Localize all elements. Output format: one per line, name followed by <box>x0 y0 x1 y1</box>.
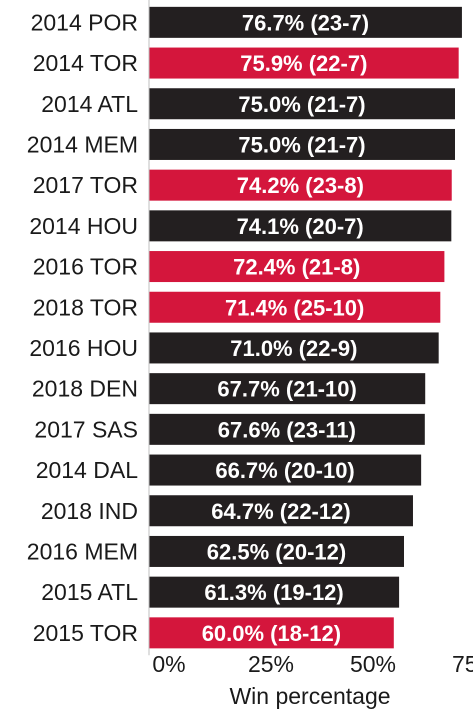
bar <box>149 210 452 242</box>
category-label: 2016 HOU <box>29 335 138 361</box>
bar-data-labels: 76.7% (23-7) 75.9% (22-7) 75.0% (21-7) 75.0… <box>202 10 369 646</box>
bar <box>149 47 459 79</box>
bar-data-label: 75.0% (21-7) <box>238 92 365 117</box>
x-axis-ticks: 0% 25% 50% 75% <box>152 651 473 677</box>
bar <box>149 617 394 649</box>
category-labels: 2014 POR 2014 TOR 2014 ATL 2014 MEM 2017 TOR… <box>27 9 139 646</box>
bar <box>149 251 445 283</box>
category-label: 2018 TOR <box>33 294 138 320</box>
bar <box>149 495 413 527</box>
category-label: 2017 SAS <box>34 416 138 442</box>
bar <box>149 128 455 160</box>
bar <box>149 413 425 445</box>
category-label: 2016 TOR <box>33 254 138 280</box>
bar <box>149 6 462 38</box>
x-tick-label: 0% <box>152 651 185 677</box>
bar-data-label: 72.4% (21-8) <box>233 255 360 280</box>
x-tick-label: 50% <box>350 651 396 677</box>
category-label: 2014 POR <box>31 9 138 35</box>
bar-data-label: 75.9% (22-7) <box>240 51 367 76</box>
bar-data-label: 71.4% (25-10) <box>225 295 364 320</box>
category-label: 2016 MEM <box>27 538 138 564</box>
category-label: 2015 ATL <box>41 579 138 605</box>
bar-data-label: 67.6% (23-11) <box>218 417 356 442</box>
bar <box>149 169 452 201</box>
bar <box>149 291 441 323</box>
bar-data-label: 62.5% (20-12) <box>207 539 346 564</box>
bar <box>149 535 404 567</box>
x-axis-title: Win percentage <box>229 683 390 709</box>
bar-data-label: 64.7% (22-12) <box>211 499 350 524</box>
category-label: 2014 TOR <box>33 50 138 76</box>
bar-data-label: 60.0% (18-12) <box>202 621 341 646</box>
x-tick-label: 25% <box>248 651 294 677</box>
category-label: 2018 DEN <box>32 376 138 402</box>
category-label: 2018 IND <box>41 498 138 524</box>
bar-data-label: 74.2% (23-8) <box>237 173 364 198</box>
bar-data-label: 76.7% (23-7) <box>242 10 369 35</box>
bars <box>149 6 462 649</box>
category-label: 2014 DAL <box>36 457 139 483</box>
bar <box>149 88 455 120</box>
category-label: 2014 MEM <box>27 131 138 157</box>
bar-data-label: 75.0% (21-7) <box>238 132 365 157</box>
category-label: 2015 TOR <box>33 620 138 646</box>
bar <box>149 373 426 405</box>
bar-data-label: 74.1% (20-7) <box>237 214 364 239</box>
category-label: 2014 ATL <box>41 91 138 117</box>
category-label: 2017 TOR <box>33 172 138 198</box>
x-tick-label: 75% <box>452 651 473 677</box>
bar-data-label: 71.0% (22-9) <box>230 336 357 361</box>
bar <box>149 576 400 608</box>
category-label: 2014 HOU <box>29 213 138 239</box>
bar <box>149 332 439 364</box>
bar-data-label: 67.7% (21-10) <box>217 377 356 402</box>
bar-data-label: 66.7% (20-10) <box>215 458 354 483</box>
bar <box>149 454 422 486</box>
bar-data-label: 61.3% (19-12) <box>204 580 343 605</box>
